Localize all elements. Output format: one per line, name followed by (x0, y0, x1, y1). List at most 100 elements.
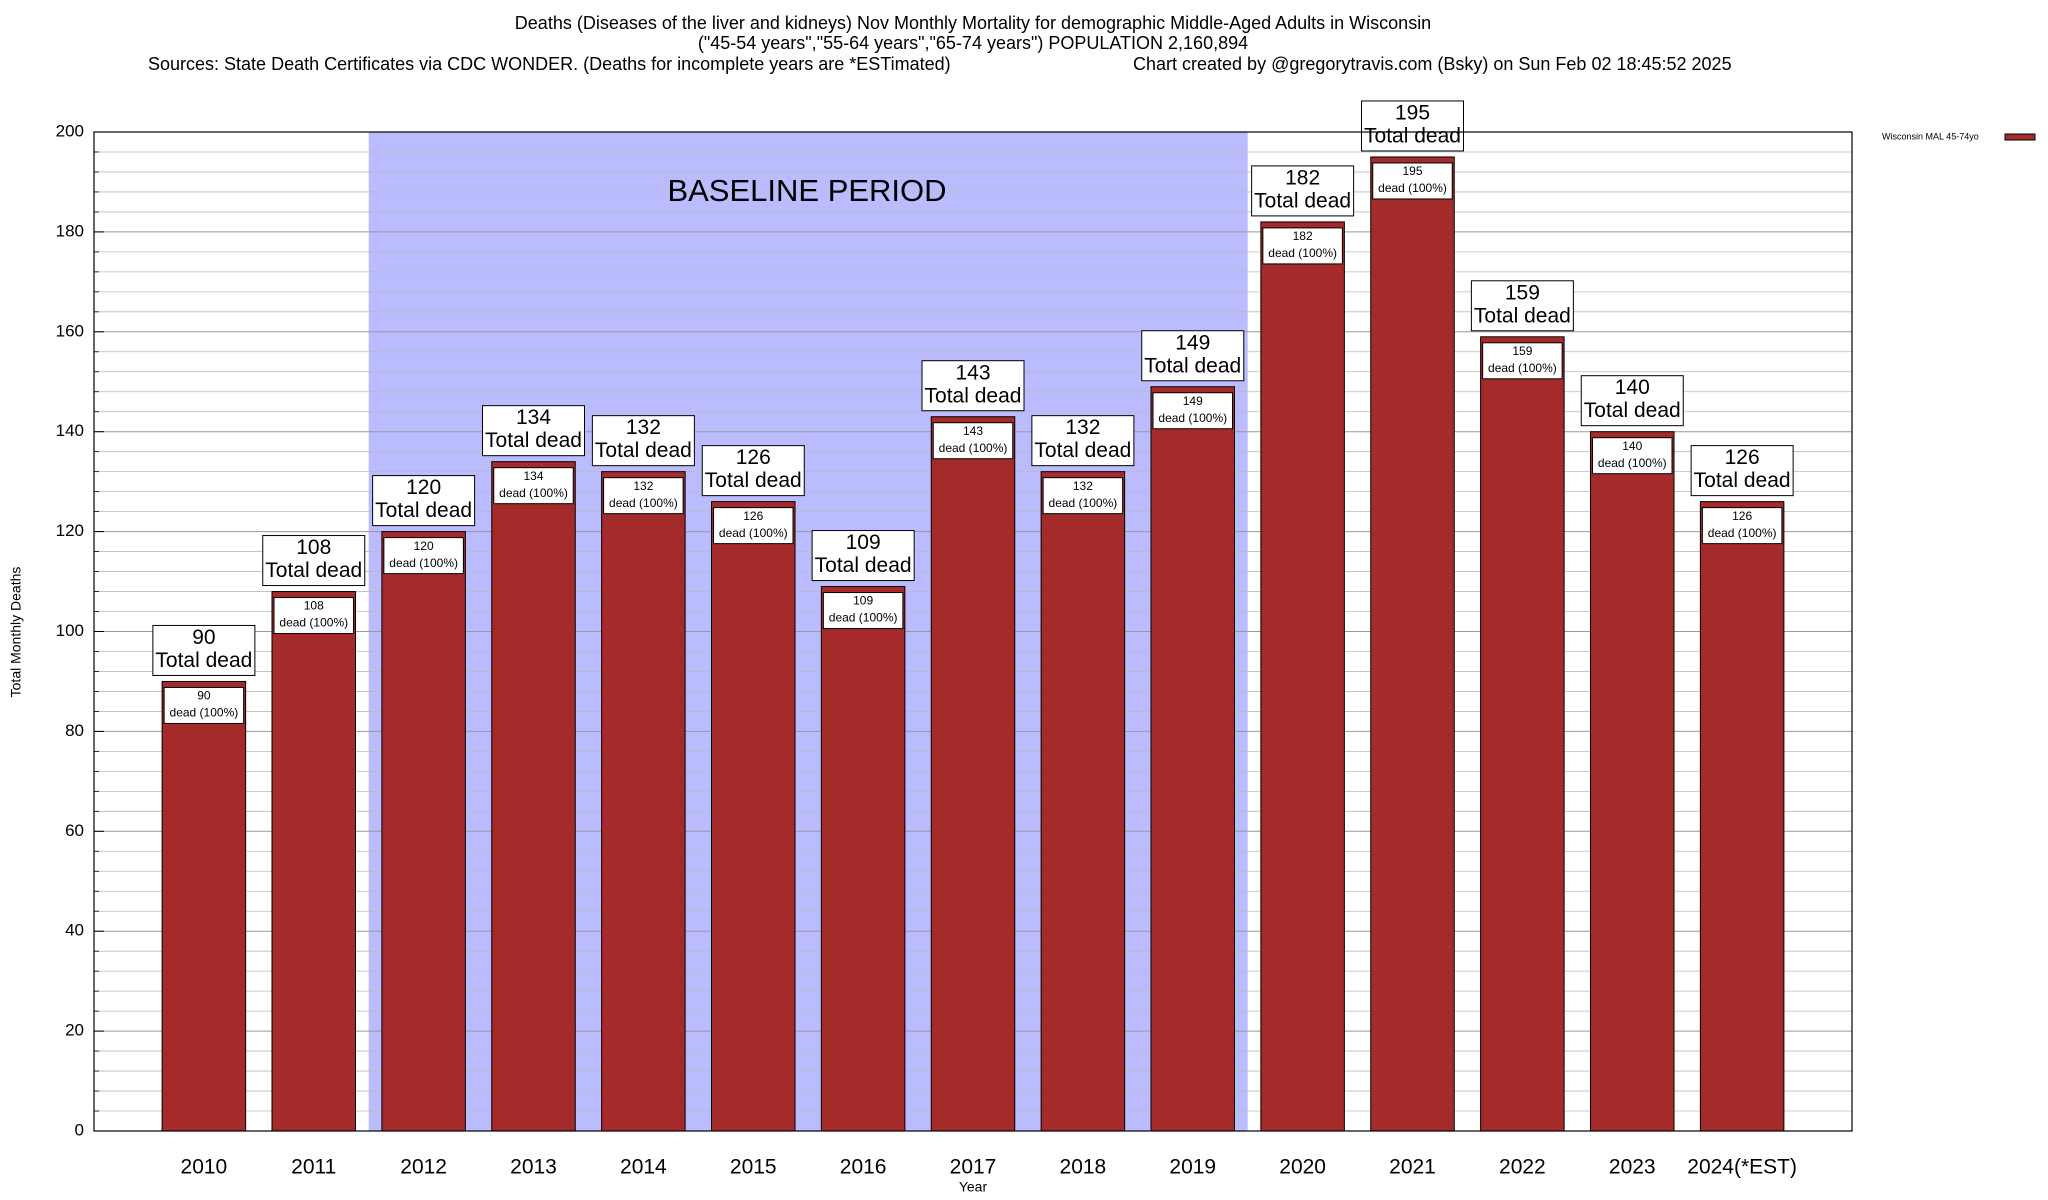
bar (161, 680, 247, 1132)
inner-value-label: 159 (1512, 344, 1532, 358)
inner-value-label: 182 (1293, 229, 1313, 243)
top-value-label: 143 (955, 361, 990, 384)
y-tick-label: 200 (56, 121, 84, 140)
top-total-label: Total dead (375, 499, 472, 522)
chart-title: Deaths (Diseases of the liver and kidney… (515, 13, 1431, 33)
inner-share-label: dead (100%) (609, 496, 678, 510)
inner-share-label: dead (100%) (389, 556, 458, 570)
top-total-label: Total dead (595, 439, 692, 462)
top-total-label: Total dead (1144, 354, 1241, 377)
baseline-label: BASELINE PERIOD (667, 173, 946, 208)
inner-label-box (603, 477, 684, 515)
top-label-box (921, 360, 1025, 412)
top-value-label: 126 (1725, 446, 1760, 469)
bar (1370, 156, 1455, 1132)
y-tick-label: 0 (75, 1120, 84, 1139)
top-total-label: Total dead (1034, 439, 1131, 462)
top-label-box (152, 624, 256, 676)
inner-value-label: 132 (633, 479, 653, 493)
top-total-label: Total dead (1584, 399, 1681, 422)
inner-label-box (383, 537, 464, 575)
y-tick-label: 180 (56, 221, 84, 240)
inner-share-label: dead (100%) (719, 526, 788, 540)
inner-share-label: dead (100%) (939, 441, 1008, 455)
inner-share-label: dead (100%) (1708, 526, 1777, 540)
top-value-label: 195 (1395, 102, 1430, 125)
bar (1589, 431, 1675, 1132)
top-value-label: 132 (1065, 416, 1100, 439)
top-value-label: 159 (1505, 281, 1540, 304)
top-value-label: 126 (736, 446, 771, 469)
x-tick-label: 2021 (1389, 1156, 1436, 1179)
bar (1150, 386, 1236, 1132)
inner-value-label: 143 (963, 424, 983, 438)
top-value-label: 140 (1615, 376, 1650, 399)
top-total-label: Total dead (1694, 469, 1791, 492)
y-tick-label: 80 (65, 721, 84, 740)
plot-frame (93, 131, 1853, 1132)
chart-subtitle: ("45-54 years","55-64 years","65-74 year… (698, 33, 1248, 53)
y-axis-label: Total Monthly Deaths (8, 567, 24, 698)
x-tick-label: 2011 (291, 1156, 336, 1179)
y-tick-label: 60 (65, 821, 84, 840)
x-tick-label: 2016 (840, 1156, 887, 1179)
top-total-label: Total dead (1364, 125, 1461, 148)
chart-credit: Chart created by @gregorytravis.com (Bsk… (1133, 54, 1732, 74)
top-total-label: Total dead (485, 429, 582, 452)
legend-label: Wisconsin MAL 45-74yo (1882, 131, 1979, 141)
inner-value-label: 108 (304, 599, 324, 613)
x-axis-label: Year (959, 1179, 988, 1195)
top-value-label: 134 (516, 406, 551, 429)
inner-label-box (273, 597, 355, 635)
inner-label-box (1262, 227, 1343, 265)
bar (820, 586, 906, 1132)
top-label-box (1031, 415, 1135, 467)
inner-value-label: 126 (743, 509, 763, 523)
inner-label-box (1372, 162, 1453, 200)
y-tick-label: 40 (65, 921, 84, 940)
top-label-box (1580, 375, 1684, 427)
top-label-box (1141, 330, 1245, 382)
top-label-box (1470, 280, 1574, 332)
top-value-label: 90 (192, 626, 215, 649)
inner-share-label: dead (100%) (1488, 361, 1557, 375)
top-total-label: Total dead (1254, 189, 1351, 212)
inner-value-label: 109 (853, 594, 873, 608)
top-label-box (1251, 165, 1355, 217)
y-tick-label: 120 (56, 521, 84, 540)
inner-share-label: dead (100%) (1158, 411, 1227, 425)
inner-label-box (1591, 437, 1673, 475)
bar (271, 591, 357, 1132)
inner-label-box (163, 686, 245, 724)
x-tick-label: 2024(*EST) (1687, 1156, 1797, 1179)
top-label-box (701, 445, 805, 497)
top-value-label: 149 (1175, 331, 1210, 354)
x-tick-label: 2017 (950, 1156, 997, 1179)
top-label-box (482, 405, 585, 457)
bar (491, 461, 576, 1132)
x-tick-label: 2019 (1169, 1156, 1216, 1179)
inner-label-box (1152, 392, 1234, 430)
inner-share-label: dead (100%) (1378, 181, 1447, 195)
x-tick-label: 2018 (1060, 1156, 1107, 1179)
top-total-label: Total dead (1474, 304, 1571, 327)
top-total-label: Total dead (265, 559, 362, 582)
x-tick-label: 2010 (181, 1156, 228, 1179)
top-label-box (811, 530, 915, 582)
x-tick-label: 2023 (1609, 1156, 1656, 1179)
y-tick-label: 160 (56, 321, 84, 340)
inner-label-box (1042, 477, 1124, 515)
bar (1260, 221, 1345, 1132)
x-tick-label: 2015 (730, 1156, 777, 1179)
bar (710, 501, 796, 1132)
y-tick-label: 100 (56, 621, 84, 640)
chart-source: Sources: State Death Certificates via CD… (148, 54, 951, 74)
x-tick-label: 2013 (510, 1156, 557, 1179)
inner-value-label: 149 (1183, 394, 1203, 408)
inner-share-label: dead (100%) (170, 706, 239, 720)
bar (1040, 471, 1126, 1132)
top-total-label: Total dead (705, 469, 802, 492)
inner-label-box (822, 592, 904, 630)
inner-label-box (1482, 342, 1563, 380)
x-tick-label: 2020 (1279, 1156, 1326, 1179)
